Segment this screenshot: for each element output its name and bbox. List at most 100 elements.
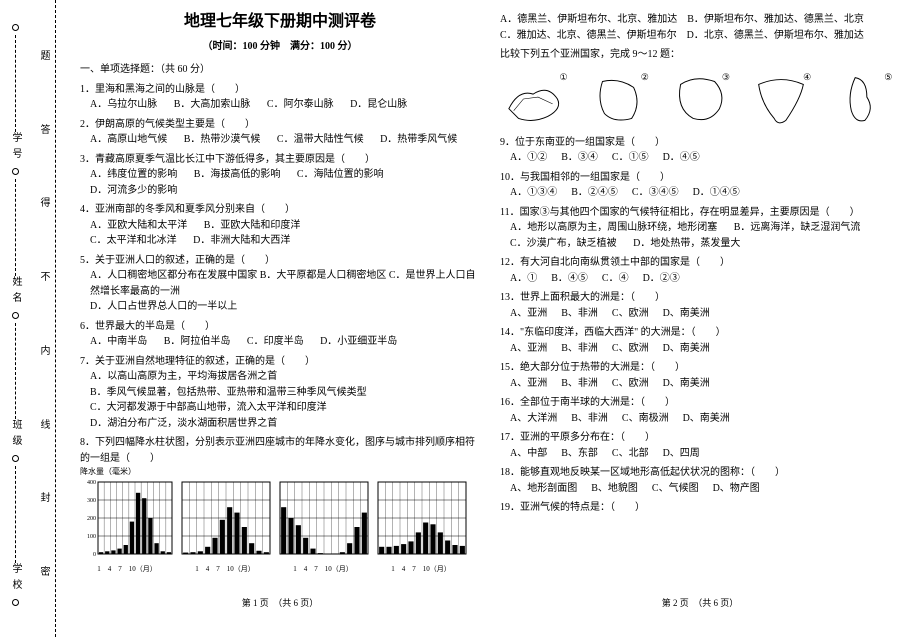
q-stem: 16．全部位于南半球的大洲是：（ ） [500, 395, 900, 411]
map-num: ⑤ [884, 71, 892, 85]
question-17: 17．亚洲的平原多分布在：（ ） A、中部B、东部C、北部D、四周 [500, 430, 900, 461]
question-2: 2．伊朗高原的气候类型主要是（ ） A．高原山地气候 B．热带沙漠气候 C．温带… [80, 117, 480, 148]
opt: A．①③④ [510, 185, 557, 201]
question-5: 5．关于亚洲人口的叙述，正确的是（ ） A．人口稠密地区都分布在发展中国家 B．… [80, 253, 480, 315]
opt: B、非洲 [571, 411, 608, 427]
question-16: 16．全部位于南半球的大洲是：（ ） A、大洋洲B、非洲C、南极洲D、南美洲 [500, 395, 900, 426]
opt: A、大洋洲 [510, 411, 557, 427]
opt: A．①② [510, 150, 547, 166]
circle-icon [12, 168, 19, 175]
q-stem: 10．与我国相邻的一组国家是（ ） [500, 170, 900, 186]
x-label: 1 4 7 10（月） [276, 564, 370, 575]
map-num: ① [560, 71, 568, 85]
page-number: 第 1 页 （共 6 页） [80, 597, 480, 611]
exam-title: 地理七年级下册期中测评卷 [80, 10, 480, 35]
q-opts: A．亚欧大陆和太平洋 B．亚欧大陆和印度洋 C．太平洋和北冰洋 D．非洲大陆和大… [80, 218, 480, 249]
opt: D、南美洲 [663, 341, 710, 357]
q-stem: 9．位于东南亚的一组国家是（ ） [500, 135, 900, 151]
map-num: ④ [803, 71, 811, 85]
q-stem: 19．亚洲气候的特点是：（ ） [500, 500, 900, 516]
opt: B、东部 [561, 446, 598, 462]
opt: C、气候图 [652, 481, 699, 497]
q-stem: 18．能够直观地反映某一区域地形高低起伏状况的图称：（ ） [500, 465, 900, 481]
q-stem: 8．下列四幅降水柱状图，分别表示亚洲四座城市的年降水变化，图序与城市排列顺序相符… [80, 435, 480, 466]
opt: D．④⑤ [663, 150, 700, 166]
map-4: ④ [747, 69, 815, 129]
opt: D．昆仑山脉 [350, 97, 407, 113]
q-stem: 4．亚洲南部的冬季风和夏季风分别来自（ ） [80, 202, 480, 218]
q-stem: 17．亚洲的平原多分布在：（ ） [500, 430, 900, 446]
map-num: ② [641, 71, 649, 85]
opt: A．地形以高原为主，周围山脉环绕，地形闭塞 [510, 220, 717, 236]
opt: B、非洲 [561, 306, 598, 322]
seal-label: 得 [36, 197, 51, 211]
question-1: 1．里海和黑海之间的山脉是（ ） A．乌拉尔山脉 B．大高加索山脉 C．阿尔泰山… [80, 82, 480, 113]
bar-chart-3: 1 4 7 10（月） [276, 480, 370, 574]
opt: B．④⑤ [551, 271, 588, 287]
dash-seg [15, 35, 16, 132]
question-6: 6．世界最大的半岛是（ ） A．中南半岛 B．阿拉伯半岛 C．印度半岛 D．小亚… [80, 319, 480, 350]
bar-chart-4: 1 4 7 10（月） [374, 480, 468, 574]
svg-text:400: 400 [87, 480, 96, 486]
q-opts: A．以高山高原为主，平均海拔居各洲之首 B．季风气候显著，包括热带、亚热带和温带… [80, 369, 480, 431]
opt: B、非洲 [561, 341, 598, 357]
bar-chart-1: 40030020010001 4 7 10（月） [80, 480, 174, 574]
q-stem: 2．伊朗高原的气候类型主要是（ ） [80, 117, 480, 133]
opt: C．印度半岛 [247, 334, 304, 350]
opt: B．③④ [561, 150, 598, 166]
question-12: 12．有大河自北向南纵贯领土中部的国家是（ ） A．①B．④⑤C．④D．②③ [500, 255, 900, 286]
field-name: 姓名 [8, 276, 23, 308]
question-10: 10．与我国相邻的一组国家是（ ） A．①③④B．②④⑤C．③④⑤D．①④⑤ [500, 170, 900, 201]
circle-icon [12, 455, 19, 462]
svg-text:100: 100 [87, 534, 96, 540]
circle-icon [12, 24, 19, 31]
opt: B．亚欧大陆和印度洋 [204, 218, 301, 234]
opt: A．中南半岛 [90, 334, 147, 350]
chart-y-axis-label: 降水量（毫米） [80, 466, 136, 478]
q-opts: A．乌拉尔山脉 B．大高加索山脉 C．阿尔泰山脉 D．昆仑山脉 [80, 97, 480, 113]
opt: D．人口占世界总人口的一半以上 [90, 299, 480, 315]
opt: D．地处热带，蒸发量大 [633, 236, 740, 252]
opt: B、非洲 [561, 376, 598, 392]
question-11: 11．国家③与其他四个国家的气候特征相比，存在明显差异，主要原因是（ ） A．地… [500, 205, 900, 252]
field-number: 学号 [8, 132, 23, 164]
opt: A．人口稠密地区都分布在发展中国家 B．大平原都是人口稠密地区 C．是世界上人口… [90, 268, 480, 299]
q8-opts: A．德黑兰、伊斯坦布尔、北京、雅加达 B．伊斯坦布尔、雅加达、德黑兰、北京 C．… [500, 12, 900, 43]
q-stem: 3．青藏高原夏季气温比长江中下游低得多，其主要原因是（ ） [80, 152, 480, 168]
opt: A、亚洲 [510, 376, 547, 392]
question-3: 3．青藏高原夏季气温比长江中下游低得多，其主要原因是（ ） A．纬度位置的影响 … [80, 152, 480, 199]
opt: C、欧洲 [612, 376, 649, 392]
seal-label: 线 [36, 419, 51, 433]
page-2: A．德黑兰、伊斯坦布尔、北京、雅加达 B．伊斯坦布尔、雅加达、德黑兰、北京 C．… [500, 10, 900, 617]
opt: C．沙漠广布，缺乏植被 [510, 236, 617, 252]
q-stem: 13．世界上面积最大的洲是：（ ） [500, 290, 900, 306]
opt: C、欧洲 [612, 341, 649, 357]
question-13: 13．世界上面积最大的洲是：（ ） A、亚洲B、非洲C、欧洲D、南美洲 [500, 290, 900, 321]
seal-label: 密 [36, 566, 51, 580]
seal-labels: 密 封 线 内 不 得 答 题 [36, 20, 51, 610]
seal-label: 不 [36, 271, 51, 285]
opt: C、南极洲 [622, 411, 669, 427]
map-1: ① [504, 69, 572, 129]
opt: D．②③ [643, 271, 680, 287]
question-19: 19．亚洲气候的特点是：（ ） [500, 500, 900, 516]
exam-subtitle: （时间：100 分钟 满分：100 分） [80, 39, 480, 55]
seal-label: 内 [36, 345, 51, 359]
opt: D．小亚细亚半岛 [320, 334, 397, 350]
opt: A、地形剖面图 [510, 481, 577, 497]
opt: A．以高山高原为主，平均海拔居各洲之首 [90, 369, 480, 385]
map-num: ③ [722, 71, 730, 85]
opt: A．乌拉尔山脉 [90, 97, 157, 113]
opt: D．河流多少的影响 [90, 183, 177, 199]
map-3: ③ [666, 69, 734, 129]
opt: B．季风气候显著，包括热带、亚热带和温带三种季风气候类型 [90, 385, 480, 401]
opt: C．④ [602, 271, 629, 287]
q-opts: A．人口稠密地区都分布在发展中国家 B．大平原都是人口稠密地区 C．是世界上人口… [80, 268, 480, 315]
map-5: ⑤ [828, 69, 896, 129]
svg-text:0: 0 [93, 552, 96, 558]
bar-chart-2: 1 4 7 10（月） [178, 480, 272, 574]
opt: D、南美洲 [663, 376, 710, 392]
opt: B．海拔高低的影响 [194, 167, 281, 183]
opt: C．①⑤ [612, 150, 649, 166]
chart-row: 降水量（毫米） 40030020010001 4 7 10（月） 1 4 7 1… [80, 476, 480, 574]
